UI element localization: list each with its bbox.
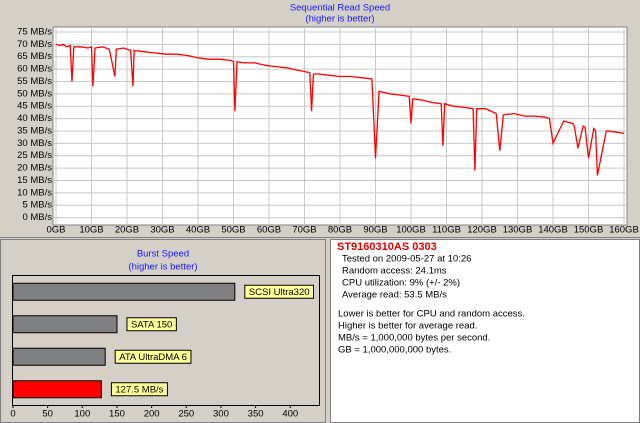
- bar: [12, 347, 106, 366]
- label-box: [110, 382, 168, 397]
- y-tick-label: 5 MB/s: [22, 200, 52, 211]
- burst-plot-area: [12, 275, 320, 406]
- x-tick-label: 130GB: [503, 225, 533, 236]
- x-tick-label: 120GB: [467, 225, 497, 236]
- bar-label: ATA UltraDMA 6: [119, 352, 187, 363]
- y-tick-label: 60 MB/s: [17, 64, 52, 75]
- read-speed-line: [55, 43, 625, 176]
- x-tick-label: 140GB: [538, 225, 568, 236]
- info-line: Average read: 53.5 MB/s: [342, 290, 447, 301]
- x-tick-label: 50: [42, 409, 53, 420]
- info-line: CPU utilization: 9% (+/- 2%): [342, 278, 460, 289]
- y-tick-label: 50 MB/s: [17, 88, 52, 99]
- y-tick-label: 75 MB/s: [17, 26, 52, 37]
- x-tick-label: 300: [213, 409, 229, 420]
- bar: [12, 315, 118, 334]
- y-tick-label: 20 MB/s: [17, 163, 52, 174]
- bar-label: SCSI Ultra320: [249, 287, 310, 298]
- x-tick-label: 80GB: [328, 225, 352, 236]
- chart-title: Sequential Read Speed: [290, 3, 390, 14]
- x-tick-label: 100GB: [396, 225, 426, 236]
- label-box: [244, 284, 315, 299]
- x-tick-label: 10GB: [79, 225, 103, 236]
- y-tick-label: 15 MB/s: [17, 175, 52, 186]
- y-tick-label: 35 MB/s: [17, 125, 52, 136]
- info-note: GB = 1,000,000,000 bytes.: [338, 345, 451, 356]
- y-tick-label: 65 MB/s: [17, 51, 52, 62]
- bar: [12, 282, 236, 301]
- x-tick-label: 40GB: [186, 225, 210, 236]
- x-tick-label: 90GB: [363, 225, 387, 236]
- x-tick-label: 20GB: [115, 225, 139, 236]
- x-tick-label: 200: [144, 409, 160, 420]
- info-line: Tested on 2009-05-27 at 10:26: [342, 254, 471, 265]
- info-line: Random access: 24.1ms: [342, 266, 447, 277]
- y-tick-label: 10 MB/s: [17, 187, 52, 198]
- x-tick-label: 160GB: [609, 225, 639, 236]
- x-tick-label: 110GB: [432, 225, 461, 236]
- label-box: [114, 349, 192, 364]
- y-tick-label: 25 MB/s: [17, 150, 52, 161]
- chart-subtitle: (higher is better): [128, 262, 197, 273]
- y-tick-label: 45 MB/s: [17, 101, 52, 112]
- y-tick-label: 40 MB/s: [17, 113, 52, 124]
- chart-title: Burst Speed: [137, 249, 189, 260]
- y-tick-label: 55 MB/s: [17, 76, 52, 87]
- x-tick-label: 0: [10, 409, 15, 420]
- info-panel: [330, 239, 640, 423]
- x-tick-label: 50GB: [221, 225, 245, 236]
- x-tick-label: 100: [74, 409, 90, 420]
- info-note: Lower is better for CPU and random acces…: [338, 309, 525, 320]
- y-tick-label: 70 MB/s: [17, 39, 52, 50]
- x-tick-label: 150: [109, 409, 125, 420]
- x-tick-label: 400: [282, 409, 298, 420]
- x-tick-label: 350: [248, 409, 264, 420]
- drive-title: ST9160310AS 0303: [337, 241, 437, 253]
- label-box: [126, 317, 177, 332]
- y-tick-label: 0 MB/s: [22, 212, 52, 223]
- chart-subtitle: (higher is better): [305, 14, 374, 25]
- info-note: Higher is better for average read.: [338, 321, 477, 332]
- x-tick-label: 70GB: [292, 225, 316, 236]
- x-tick-label: 150GB: [574, 225, 604, 236]
- x-tick-label: 250: [178, 409, 194, 420]
- bar: [12, 380, 102, 399]
- x-tick-label: 60GB: [257, 225, 281, 236]
- bar-label: 127.5 MB/s: [115, 384, 163, 395]
- info-note: MB/s = 1,000,000 bytes per second.: [338, 333, 490, 344]
- bar-label: SATA 150: [131, 319, 172, 330]
- x-tick-label: 0GB: [46, 225, 65, 236]
- y-tick-label: 30 MB/s: [17, 138, 52, 149]
- x-tick-label: 30GB: [150, 225, 174, 236]
